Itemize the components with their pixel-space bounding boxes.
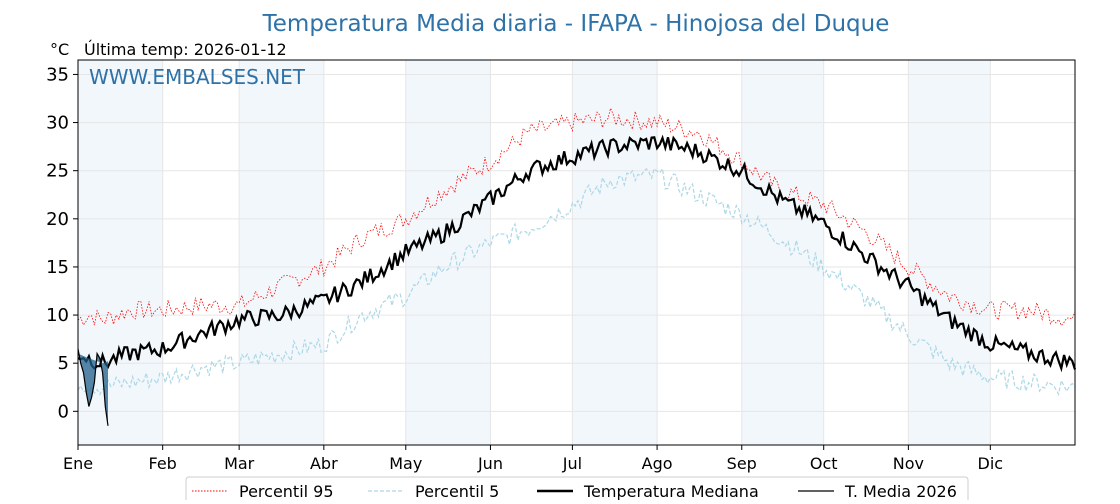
x-tick-label-may: May — [389, 454, 422, 473]
y-axis: 0 5 10 15 20 25 30 35 — [46, 64, 78, 422]
x-tick-label-dic: Dic — [978, 454, 1004, 473]
x-tick-label-ago: Ago — [642, 454, 673, 473]
y-tick-label: 30 — [46, 113, 69, 134]
legend-label-1: Percentil 95 — [239, 482, 334, 500]
y-tick-label: 35 — [46, 64, 69, 85]
x-tick-label-sep: Sep — [727, 454, 757, 473]
month-band-nov — [908, 60, 991, 445]
y-tick-label: 20 — [46, 209, 69, 230]
plot-frame — [77, 59, 1076, 446]
y-tick-label: 15 — [46, 257, 69, 278]
watermark: WWW.EMBALSES.NET — [89, 65, 306, 89]
chart-title: Temperatura Media diaria - IFAPA - Hinoj… — [262, 11, 890, 37]
x-tick-label-abr: Abr — [310, 454, 338, 473]
x-tick-label-jun: Jun — [477, 454, 503, 473]
series-layer — [77, 107, 1077, 426]
y-tick-label: 0 — [58, 401, 69, 422]
legend-label-2: Percentil 5 — [415, 482, 499, 500]
x-tick-label-nov: Nov — [893, 454, 924, 473]
month-band-sep — [741, 60, 824, 445]
x-tick-label-feb: Feb — [149, 454, 177, 473]
series-percentil-5 — [77, 167, 1076, 396]
y-tick-label: 5 — [58, 353, 69, 374]
month-band-mar — [239, 60, 324, 445]
legend-box — [185, 476, 969, 504]
y-tick-label: 10 — [46, 305, 69, 326]
x-tick-label-oct: Oct — [810, 454, 838, 473]
last-temp-subtitle: Última temp: 2026-01-12 — [84, 40, 287, 59]
series-percentil-95 — [77, 107, 1076, 327]
month-band-may — [405, 60, 491, 445]
y-tick-label: 25 — [46, 161, 69, 182]
legend: Percentil 95 Percentil 5 Temperatura Media… — [185, 476, 969, 504]
month-shading — [78, 60, 991, 445]
month-band-jul — [572, 60, 658, 445]
x-tick-label-mar: Mar — [224, 454, 255, 473]
x-tick-label-ene: Ene — [63, 454, 93, 473]
x-tick-label-jul: Jul — [562, 454, 582, 473]
series-temperatura-mediana — [77, 134, 1077, 373]
legend-label-3: Temperatura Mediana — [583, 482, 759, 500]
y-unit-label: °C — [50, 40, 69, 59]
x-axis: Ene Feb Mar Abr May Jun Jul Ago Sep Oct Nov Dic — [63, 445, 1003, 473]
legend-label-4: T. Media 2026 — [844, 482, 957, 500]
series-t-media-2026 — [77, 348, 109, 426]
